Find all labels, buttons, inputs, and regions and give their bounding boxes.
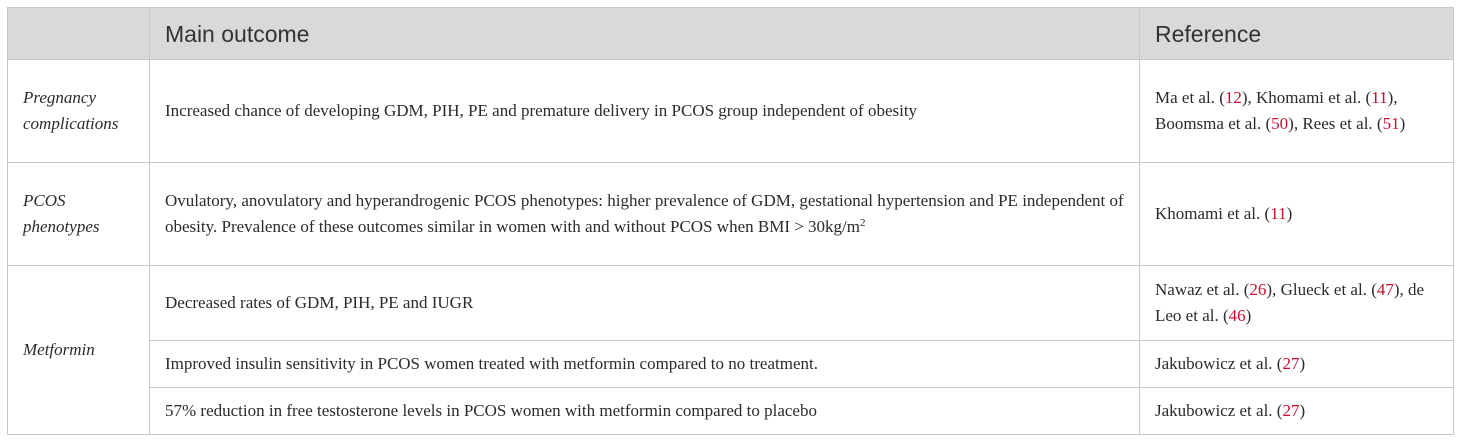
outcome-cell: Improved insulin sensitivity in PCOS wom… [149, 340, 1140, 388]
citation-link[interactable]: 12 [1224, 88, 1242, 107]
citation-link[interactable]: 51 [1382, 114, 1400, 133]
citation-link[interactable]: 50 [1271, 114, 1289, 133]
outcome-cell: 57% reduction in free testosterone level… [149, 387, 1140, 435]
citation-link[interactable]: 26 [1249, 280, 1267, 299]
reference-cell: Nawaz et al. (26), Glueck et al. (47), d… [1139, 265, 1454, 341]
citation-link[interactable]: 11 [1270, 204, 1287, 223]
category-cell: PCOS phenotypes [7, 162, 150, 266]
citation-link[interactable]: 27 [1282, 401, 1300, 420]
citation-link[interactable]: 27 [1282, 354, 1300, 373]
category-cell: Metformin [7, 265, 150, 435]
reference-cell: Ma et al. (12), Khomami et al. (11), Boo… [1139, 59, 1454, 163]
outcome-cell: Ovulatory, anovulatory and hyperandrogen… [149, 162, 1140, 266]
citation-link[interactable]: 11 [1371, 88, 1388, 107]
table-row: Improved insulin sensitivity in PCOS wom… [8, 340, 1454, 388]
header-blank [7, 7, 150, 60]
outcomes-table: Main outcome Reference Pregnancy complic… [7, 7, 1454, 435]
table-row: Pregnancy complications Increased chance… [7, 59, 1454, 163]
citation-link[interactable]: 47 [1376, 280, 1394, 299]
reference-cell: Jakubowicz et al. (27) [1139, 340, 1454, 388]
table-row: Metformin Decreased rates of GDM, PIH, P… [7, 265, 1454, 435]
outcome-cell: Increased chance of developing GDM, PIH,… [149, 59, 1140, 163]
header-row: Main outcome Reference [7, 7, 1454, 60]
reference-cell: Khomami et al. (11) [1139, 162, 1454, 266]
table-row: 57% reduction in free testosterone level… [8, 387, 1454, 435]
reference-cell: Jakubowicz et al. (27) [1139, 387, 1454, 435]
outcome-cell: Decreased rates of GDM, PIH, PE and IUGR [149, 265, 1140, 341]
category-cell: Pregnancy complications [7, 59, 150, 163]
header-reference: Reference [1139, 7, 1454, 60]
table-row: PCOS phenotypes Ovulatory, anovulatory a… [7, 162, 1454, 266]
citation-link[interactable]: 46 [1228, 306, 1246, 325]
header-main-outcome: Main outcome [149, 7, 1140, 60]
superscript: 2 [860, 217, 866, 229]
